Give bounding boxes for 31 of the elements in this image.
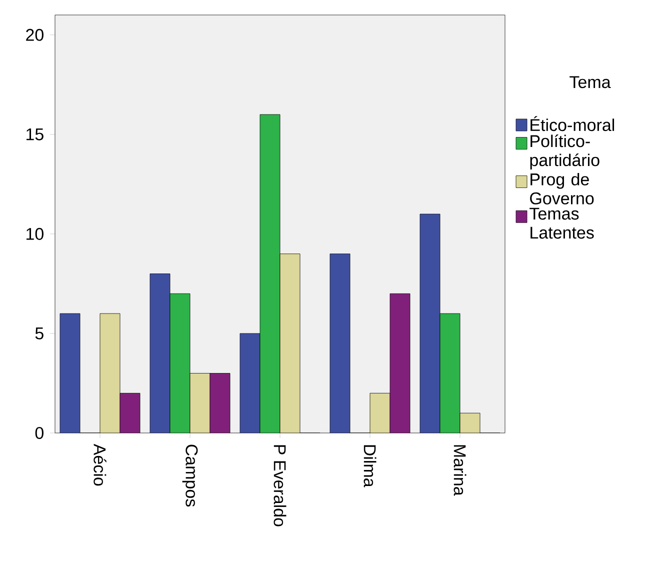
bar	[260, 114, 280, 433]
bar	[190, 373, 210, 433]
y-tick-label: 5	[35, 328, 44, 340]
bar	[440, 313, 460, 433]
bar	[100, 314, 120, 433]
bar	[370, 393, 390, 433]
bar	[120, 393, 140, 433]
x-tick-label: Dilma	[364, 445, 376, 488]
legend-label: Político-partidário	[530, 134, 600, 170]
y-tick-label: 15	[26, 128, 44, 140]
bar	[60, 314, 80, 433]
bar	[280, 254, 300, 433]
bar	[460, 412, 480, 433]
y-tick-label: 0	[35, 426, 44, 440]
x-tick-label: Campos	[182, 444, 198, 507]
bar	[420, 214, 440, 433]
x-tick-label: Marina	[454, 445, 466, 496]
y-tick-label: 10	[26, 228, 44, 240]
bar	[240, 333, 260, 433]
legend-title: Tema	[570, 76, 611, 88]
x-tick-label: P Everaldo	[274, 445, 286, 526]
y-tick-label: 20	[26, 28, 44, 41]
bar	[210, 373, 230, 433]
bar	[330, 254, 350, 433]
legend-label: Prog de Governo	[530, 172, 594, 204]
legend-label: Ético-moral	[530, 116, 614, 132]
x-tick-label: Aécio	[94, 444, 106, 486]
bar	[150, 274, 170, 433]
bar	[390, 294, 410, 433]
bar	[170, 294, 190, 433]
legend-label: Temas Latentes	[530, 208, 594, 239]
